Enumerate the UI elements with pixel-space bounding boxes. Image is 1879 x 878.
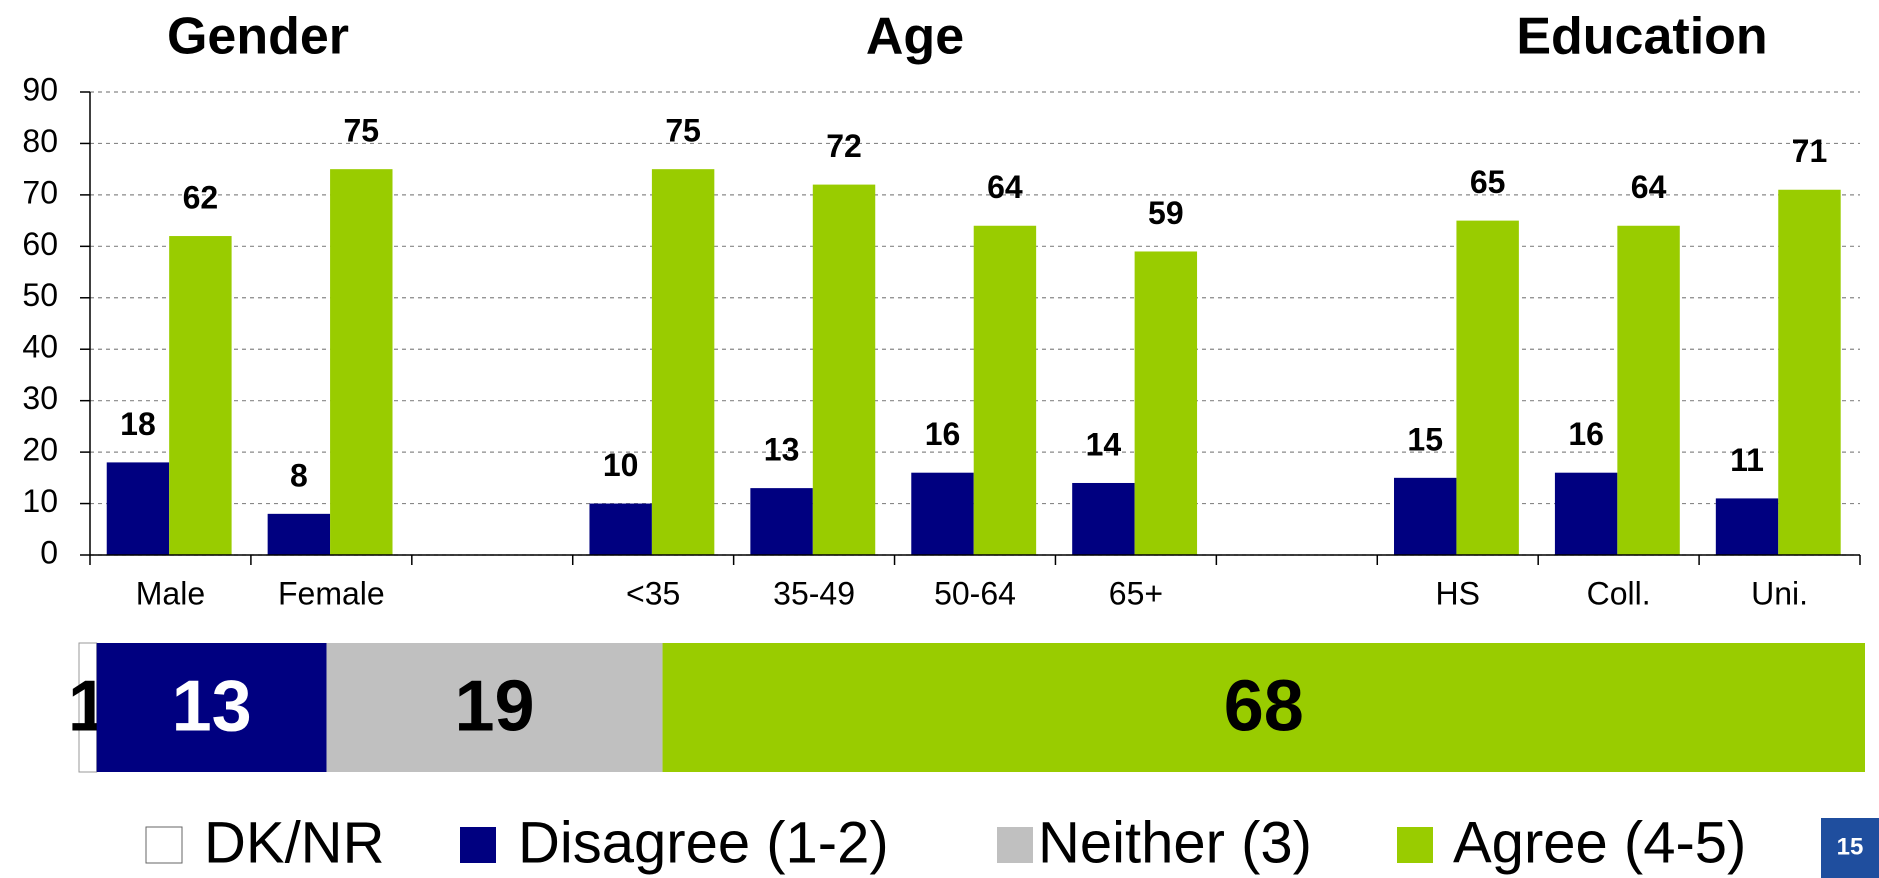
value-label: 16 [1568, 416, 1604, 452]
y-tick-label: 80 [22, 123, 58, 159]
value-label: 72 [826, 128, 862, 164]
x-tick-label: Female [278, 575, 385, 611]
bar [330, 169, 393, 555]
bar [589, 503, 652, 555]
page-number-box [1821, 818, 1879, 878]
legend-label: Neither (3) [1038, 810, 1312, 875]
bar [169, 236, 232, 556]
bar [973, 225, 1037, 555]
legend-label: DK/NR [204, 810, 384, 875]
value-label: 75 [665, 113, 701, 149]
bar-segment [96, 643, 327, 772]
x-tick-label: 50-64 [934, 575, 1016, 611]
value-label: 15 [1407, 421, 1443, 457]
bar-segment [326, 643, 663, 772]
page-number: 15 [1837, 833, 1864, 860]
y-tick-label: 40 [22, 329, 58, 365]
group-title: Education [1516, 8, 1767, 66]
y-tick-label: 50 [22, 277, 58, 313]
legend-swatch [997, 827, 1033, 863]
y-tick-label: 30 [22, 380, 58, 416]
value-label: 14 [1086, 426, 1122, 462]
bar [651, 169, 715, 555]
segment-label: 13 [172, 667, 252, 747]
x-tick-label: Coll. [1587, 575, 1651, 611]
value-label: 8 [290, 457, 308, 493]
bar [1554, 472, 1618, 555]
bar [1778, 189, 1841, 555]
x-tick-label: Uni. [1751, 575, 1808, 611]
value-label: 65 [1470, 164, 1506, 200]
y-tick-label: 60 [22, 226, 58, 262]
bar [1072, 482, 1135, 555]
bar [750, 488, 813, 555]
y-tick-label: 10 [22, 483, 58, 519]
value-label: 59 [1148, 195, 1184, 231]
value-label: 16 [925, 416, 961, 452]
value-label: 71 [1792, 133, 1828, 169]
y-tick-label: 20 [22, 432, 58, 468]
x-tick-label: 65+ [1109, 575, 1163, 611]
value-label: 75 [343, 113, 379, 149]
legend-swatch [460, 827, 496, 863]
y-tick-label: 70 [22, 174, 58, 210]
value-label: 62 [183, 179, 219, 215]
x-tick-label: <35 [626, 575, 680, 611]
x-tick-label: 35-49 [773, 575, 855, 611]
value-label: 10 [603, 447, 639, 483]
bar [106, 462, 170, 555]
bar [1617, 225, 1680, 555]
segment-label: 19 [455, 667, 535, 747]
value-label: 13 [764, 432, 800, 468]
segment-label: 68 [1224, 667, 1304, 747]
y-tick-label: 0 [40, 534, 58, 570]
group-title: Gender [167, 8, 349, 66]
group-title: Age [866, 8, 964, 66]
value-label: 11 [1730, 442, 1764, 478]
value-label: 64 [987, 169, 1023, 205]
bar [812, 184, 876, 555]
value-label: 64 [1631, 169, 1667, 205]
x-tick-label: HS [1436, 575, 1480, 611]
bar [1394, 477, 1457, 555]
bar [267, 513, 331, 555]
x-tick-label: Male [136, 575, 205, 611]
bar [1134, 251, 1198, 555]
y-tick-label: 90 [22, 71, 58, 107]
legend-swatch [145, 826, 183, 864]
value-label: 18 [120, 406, 156, 442]
legend-label: Disagree (1-2) [518, 810, 889, 875]
bar-segment [662, 643, 1865, 772]
bar [1456, 220, 1519, 555]
legend-swatch [1397, 827, 1433, 863]
bar [911, 472, 974, 555]
bar [1715, 498, 1779, 555]
legend-label: Agree (4-5) [1453, 810, 1746, 875]
